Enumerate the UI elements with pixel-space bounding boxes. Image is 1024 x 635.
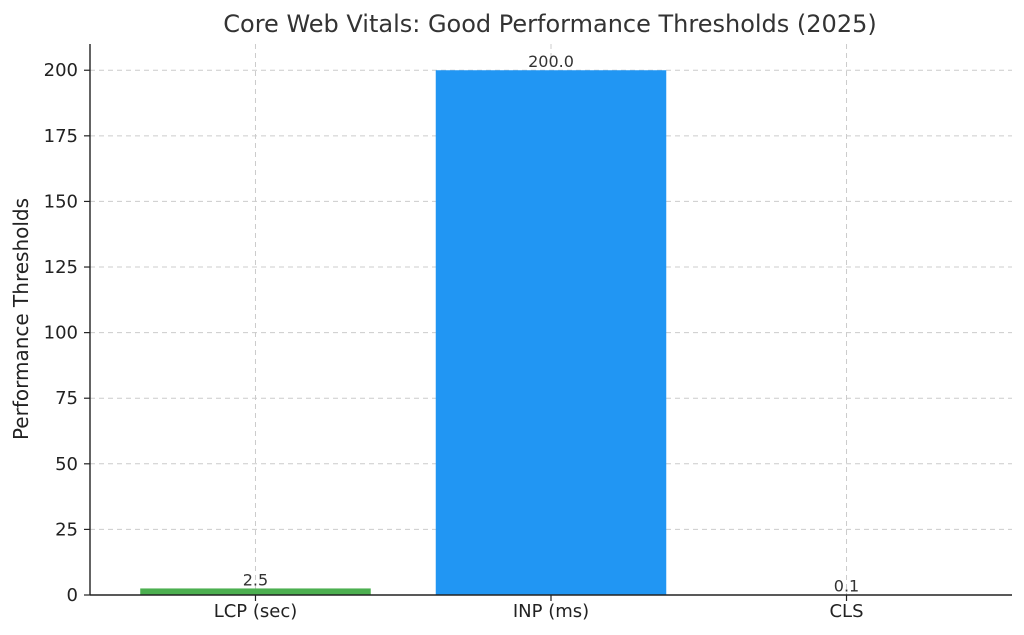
y-tick-label: 0 [67, 585, 78, 606]
bar-value-label: 0.1 [834, 577, 859, 596]
y-tick-label: 200 [44, 60, 78, 81]
y-tick-label: 175 [44, 126, 78, 147]
y-tick-label: 25 [55, 519, 78, 540]
y-tick-label: 100 [44, 323, 78, 344]
x-tick-label: INP (ms) [513, 601, 589, 622]
bar-layer [140, 70, 962, 595]
x-tick-label: CLS [829, 601, 863, 622]
x-tick-label: LCP (sec) [214, 601, 298, 622]
y-tick-label: 150 [44, 191, 78, 212]
bar-inp [435, 70, 667, 595]
bar-value-label: 2.5 [243, 570, 268, 589]
axis-layer: 0 25 50 75 100 125 150 175 200 LCP (sec) INP (ms) C… [44, 44, 1012, 622]
chart-title: Core Web Vitals: Good Performance Thresh… [223, 10, 876, 38]
y-tick-label: 75 [55, 388, 78, 409]
y-axis-title: Performance Thresholds [9, 198, 33, 440]
label-layer: 2.5 200.0 0.1 [243, 52, 859, 595]
y-tick-label: 125 [44, 257, 78, 278]
bar-value-label: 200.0 [528, 52, 574, 71]
bar-lcp [140, 588, 371, 595]
y-tick-label: 50 [55, 454, 78, 475]
